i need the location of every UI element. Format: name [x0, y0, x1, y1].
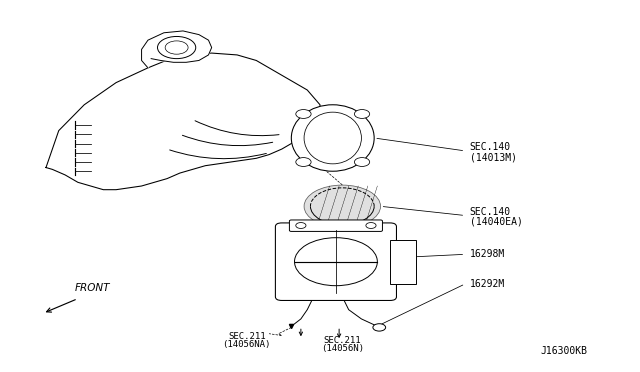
Text: SEC.140: SEC.140	[470, 207, 511, 217]
Bar	[390, 240, 415, 284]
Ellipse shape	[304, 185, 381, 228]
Text: 16298M: 16298M	[470, 249, 505, 259]
Text: J16300KB: J16300KB	[541, 346, 588, 356]
Circle shape	[366, 222, 376, 228]
Polygon shape	[46, 53, 320, 190]
Text: SEC.211: SEC.211	[228, 332, 266, 341]
Text: SEC.211: SEC.211	[323, 336, 361, 345]
Circle shape	[373, 324, 386, 331]
Polygon shape	[141, 31, 212, 68]
Text: (14013M): (14013M)	[470, 152, 516, 162]
Text: (14040EA): (14040EA)	[470, 217, 523, 227]
Circle shape	[296, 158, 311, 166]
Text: SEC.140: SEC.140	[470, 142, 511, 152]
Circle shape	[355, 158, 370, 166]
FancyBboxPatch shape	[275, 223, 396, 301]
FancyBboxPatch shape	[289, 220, 383, 231]
Text: FRONT: FRONT	[75, 283, 110, 293]
Text: 16292M: 16292M	[470, 279, 505, 289]
Ellipse shape	[291, 105, 374, 171]
Text: (14056N): (14056N)	[321, 344, 364, 353]
Circle shape	[296, 222, 306, 228]
Text: (14056NA): (14056NA)	[223, 340, 271, 349]
Circle shape	[296, 109, 311, 118]
Circle shape	[355, 109, 370, 118]
Circle shape	[294, 238, 378, 286]
